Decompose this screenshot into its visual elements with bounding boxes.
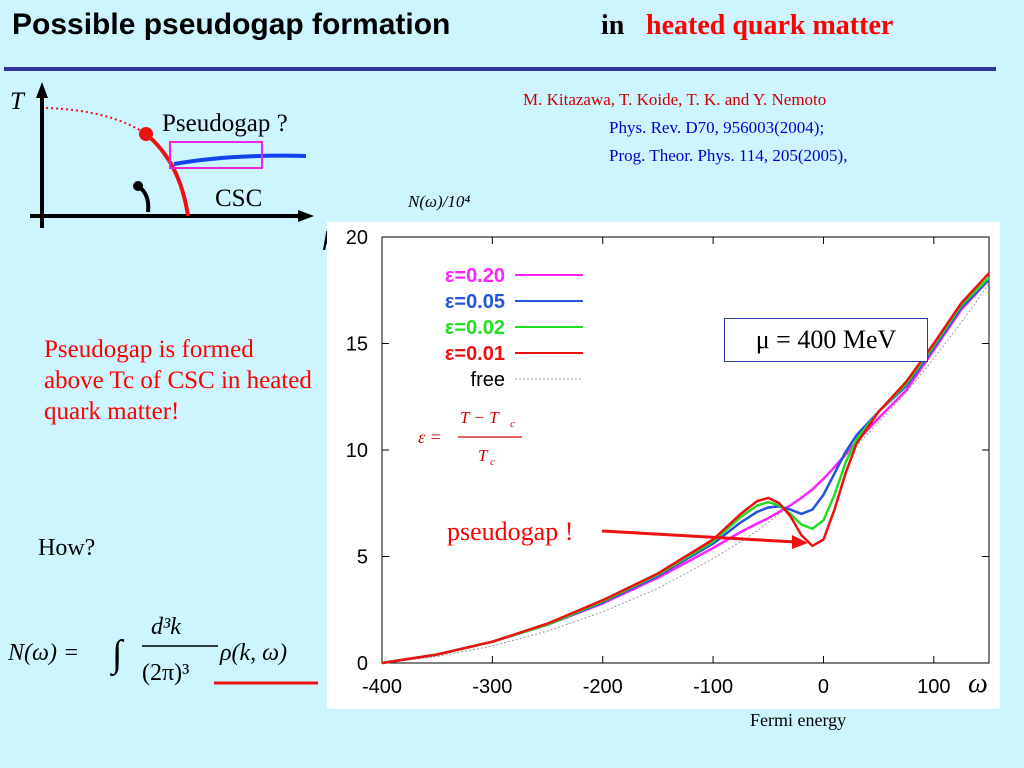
x-tick-label: 0 (818, 676, 829, 698)
legend-label: ε=0.01 (445, 343, 505, 365)
pseudogap-arrow-line (601, 529, 797, 544)
plot-omega-label: ω (968, 668, 988, 699)
slide-title: Possible pseudogap formation (12, 8, 451, 41)
x-tick-label: -300 (472, 676, 512, 698)
x-tick-label: -200 (583, 676, 623, 698)
formula-denominator: (2π)³ (142, 660, 189, 686)
slide-title-highlight: heated quark matter (646, 10, 894, 41)
y-tick-label: 10 (346, 440, 368, 462)
pseudogap-region-box (169, 141, 263, 169)
phase-diagram (30, 82, 314, 228)
phase-t-axis-arrow (36, 82, 48, 98)
legend-label: free (471, 369, 505, 391)
reference-journal-2: Prog. Theor. Phys. 114, 205(2005), (609, 146, 848, 165)
y-tick-label: 15 (346, 334, 368, 356)
reference-authors: M. Kitazawa, T. Koide, T. K. and Y. Nemo… (523, 90, 827, 109)
legend-label: ε=0.02 (445, 317, 505, 339)
pseudogap-arrow (601, 529, 808, 549)
dos-formula: N(ω) = ∫ d³k (2π)³ ρ(k, ω) (8, 614, 318, 686)
y-tick-label: 20 (346, 227, 368, 249)
phase-t-label: T (10, 88, 24, 115)
critical-point (139, 127, 153, 141)
epsilon-sub-1: c (510, 418, 515, 430)
dos-chart: -400 -300 -200 -100 0 100 0 5 10 15 20 ε=0.20 ε=0.0… (346, 227, 990, 698)
tricritical-point (133, 181, 143, 191)
formula-integral: ∫ (110, 633, 125, 677)
pseudogap-annotation: pseudogap ! (447, 517, 574, 546)
y-tick-label: 5 (357, 547, 368, 569)
phase-csc-label: CSC (215, 185, 263, 212)
phase-pseudogap-label: Pseudogap ? (162, 110, 288, 137)
pseudogap-boundary (173, 153, 307, 166)
explanation-text: Pseudogap is formed above Tc of CSC in h… (44, 336, 312, 425)
phase-mu-axis-arrow (298, 210, 314, 222)
formula-integrand: ρ(k, ω) (219, 640, 287, 666)
pseudogap-arrow-head (792, 535, 808, 549)
x-tick-label: -400 (362, 676, 402, 698)
epsilon-formula: ε = T − T c T c (418, 408, 522, 468)
y-tick-label: 0 (357, 653, 368, 675)
fermi-energy-label: Fermi energy (750, 710, 847, 730)
epsilon-denominator: T (478, 446, 489, 465)
reference-journal-1: Phys. Rev. D70, 956003(2004); (609, 118, 825, 137)
how-question: How? (38, 535, 96, 561)
csc-phase-boundary (144, 132, 190, 217)
slide-title-connector: in (601, 10, 625, 41)
title-divider (4, 67, 996, 71)
legend-label: ε=0.05 (445, 291, 505, 313)
formula-lhs: N(ω) = (8, 640, 79, 666)
x-tick-label: 100 (917, 676, 950, 698)
series-line-3 (381, 272, 990, 665)
plot-ylabel: N(ω)/10⁴ (408, 192, 471, 211)
epsilon-sub-2: c (490, 456, 495, 468)
epsilon-lhs: ε = (418, 427, 442, 447)
plot-panel: -400 -300 -200 -100 0 100 0 5 10 15 20 ε=0.20 ε=0.0… (327, 222, 1000, 709)
legend-label: ε=0.20 (445, 265, 505, 287)
epsilon-numerator: T − T (460, 408, 500, 427)
mu-value-box: μ = 400 MeV (724, 318, 928, 362)
x-tick-label: -100 (693, 676, 733, 698)
formula-numerator: d³k (151, 614, 181, 640)
crossover-line (45, 107, 147, 135)
